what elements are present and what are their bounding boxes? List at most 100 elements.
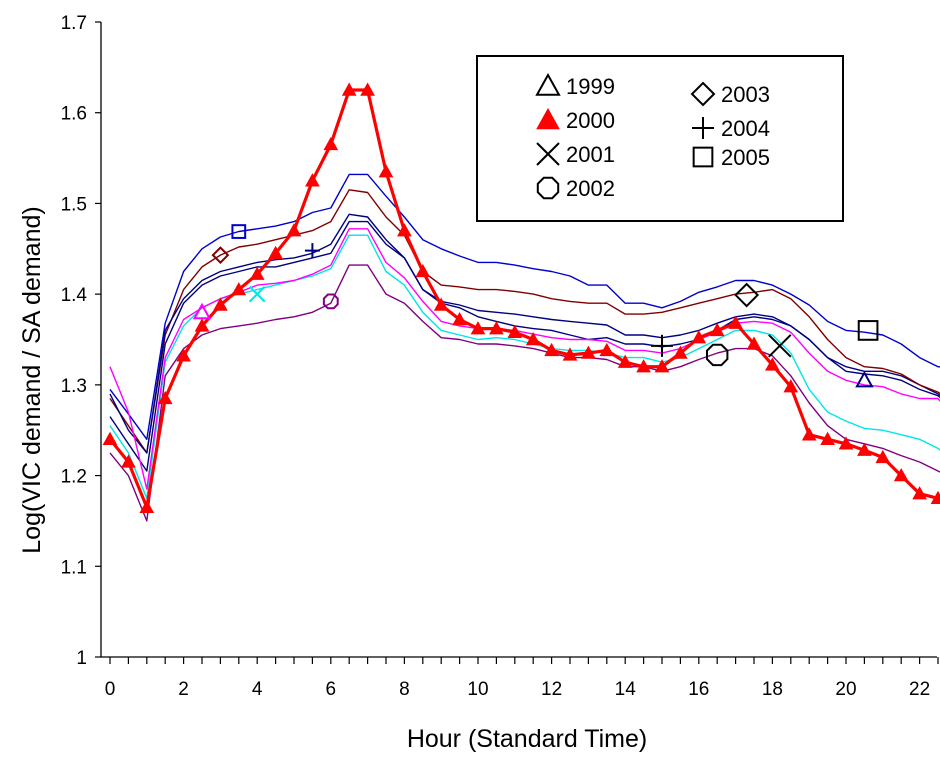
legend-label: 2005 xyxy=(721,145,770,170)
data-point-2000 xyxy=(765,357,780,371)
y-tick-label: 1.6 xyxy=(61,104,87,125)
x-tick-label: 0 xyxy=(105,679,116,700)
data-point-2000 xyxy=(433,297,449,311)
data-point-2000 xyxy=(691,330,707,344)
x-tick-label: 2 xyxy=(178,679,189,700)
data-point-2000 xyxy=(525,331,541,346)
series-marker-2001 xyxy=(248,285,266,303)
legend-marker-octagon-open xyxy=(536,176,560,200)
x-tick-label: 14 xyxy=(615,679,637,700)
data-point-2000 xyxy=(323,136,339,151)
data-point-2000 xyxy=(507,324,523,338)
legend-label: 2003 xyxy=(721,82,770,107)
series-marker-2002 xyxy=(322,293,339,310)
data-point-2000 xyxy=(801,427,817,441)
data-point-2000 xyxy=(397,223,412,237)
data-point-2000 xyxy=(360,82,375,96)
series-line-2004 xyxy=(109,213,940,454)
y-tick-label: 1.3 xyxy=(61,376,87,397)
legend-label: 2004 xyxy=(721,116,770,141)
legend-marker-triangle-filled xyxy=(536,107,560,130)
data-point-2000 xyxy=(893,468,909,482)
x-tick-label: 22 xyxy=(909,679,930,700)
legend: 1999 2000 2001 2002 2003 2004 2005 xyxy=(476,55,844,222)
legend-label: 2001 xyxy=(566,142,615,167)
data-point-2000 xyxy=(213,297,228,311)
data-point-2000 xyxy=(286,223,302,237)
data-point-2000 xyxy=(783,379,799,393)
data-point-2000 xyxy=(728,315,743,329)
data-point-2000 xyxy=(562,347,578,361)
legend-marker-square-open xyxy=(692,146,714,168)
highlight-marker-plus xyxy=(651,334,673,357)
series-line-2003 xyxy=(109,189,940,454)
legend-item-2000: 2000 xyxy=(536,107,615,133)
data-point-2000 xyxy=(581,345,596,359)
series-marker-2001-stroke xyxy=(248,285,266,303)
y-tick-label: 1 xyxy=(76,648,87,669)
data-point-2000 xyxy=(415,263,431,278)
data-point-2000 xyxy=(305,173,320,187)
legend-item-1999: 1999 xyxy=(535,72,615,99)
legend-marker-plus xyxy=(692,117,714,139)
highlight-marker-square-open xyxy=(857,320,879,341)
highlight-marker-x-stroke xyxy=(768,334,792,358)
legend-marker-triangle-open xyxy=(535,72,561,96)
series-markers xyxy=(102,82,940,514)
data-point-2000 xyxy=(746,336,762,350)
series-marker-series-8 xyxy=(192,302,212,320)
axes: 1 1.1 1.2 1.3 1.4 1.5 1.6 1.7 0 2 4 6 8 10 12 14 16 18 20 2… xyxy=(61,13,939,700)
data-point-2000 xyxy=(838,436,854,450)
data-point-2000 xyxy=(489,321,504,335)
series-line-series-8 xyxy=(109,228,940,490)
data-point-2000 xyxy=(268,245,283,260)
legend-label: 2002 xyxy=(566,176,615,201)
data-point-2000 xyxy=(617,354,633,368)
legend-box xyxy=(476,55,844,222)
x-tick-label: 20 xyxy=(835,679,856,700)
x-tick-label: 8 xyxy=(399,679,410,700)
data-point-2000 xyxy=(176,348,191,362)
data-point-2000 xyxy=(654,359,670,373)
data-point-2000 xyxy=(544,342,559,357)
data-point-2000 xyxy=(341,82,357,96)
y-tick-label: 1.2 xyxy=(61,467,87,488)
data-point-2000 xyxy=(157,390,173,405)
legend-item-2004: 2004 xyxy=(692,116,770,141)
data-point-2000 xyxy=(599,342,615,357)
legend-item-2005: 2005 xyxy=(692,145,770,170)
y-tick-label: 1.7 xyxy=(61,13,87,34)
series-line-2005 xyxy=(109,173,940,440)
data-point-2000 xyxy=(820,431,835,445)
series-marker-2003 xyxy=(211,246,230,265)
x-tick-label: 16 xyxy=(688,679,709,700)
legend-item-2002: 2002 xyxy=(536,176,615,201)
x-tick-label: 12 xyxy=(541,679,562,700)
legend-item-2001: 2001 xyxy=(536,142,615,167)
data-point-2000 xyxy=(102,431,118,445)
legend-marker-x-stroke xyxy=(536,142,560,166)
data-point-2000 xyxy=(231,282,247,296)
series-line-2002 xyxy=(109,264,940,522)
legend-label: 1999 xyxy=(566,74,615,99)
data-point-2000 xyxy=(857,442,872,456)
data-point-2000 xyxy=(470,321,486,335)
legend-marker-x xyxy=(536,142,560,166)
x-tick-label: 18 xyxy=(762,679,783,700)
data-point-2000 xyxy=(249,266,265,280)
x-axis-title: Hour (Standard Time) xyxy=(407,725,647,753)
data-point-2000 xyxy=(709,322,725,337)
data-point-2000 xyxy=(378,164,394,178)
legend-marker-diamond-open xyxy=(690,81,716,107)
highlight-marker-x xyxy=(768,334,792,358)
data-point-2000 xyxy=(930,490,940,504)
data-point-2000 xyxy=(636,359,651,373)
x-tick-label: 10 xyxy=(467,679,488,700)
y-axis-title: Log(VIC demand / SA demand) xyxy=(18,206,46,553)
legend-label: 2000 xyxy=(566,108,615,133)
data-point-2000 xyxy=(673,345,688,359)
highlight-marker-octagon-open xyxy=(706,343,729,367)
x-tick-label: 4 xyxy=(252,679,263,700)
